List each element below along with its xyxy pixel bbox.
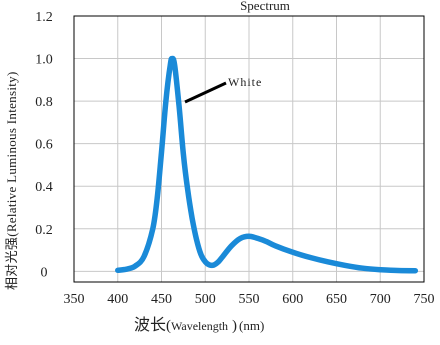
x-axis-label-main: 波长 — [134, 316, 166, 334]
x-tick-label: 350 — [64, 292, 85, 307]
series-line-white — [115, 55, 419, 274]
x-tick-label: 750 — [414, 292, 435, 307]
x-axis-label-open: ( — [166, 318, 171, 334]
series-layer — [115, 55, 419, 274]
y-tick-label: 1.2 — [35, 10, 53, 25]
y-tick-label: 0.6 — [35, 138, 53, 153]
annotation-label: White — [228, 75, 262, 89]
y-tick-label: 0.2 — [35, 223, 53, 238]
y-tick-label: 0.8 — [35, 95, 53, 110]
x-axis-ticks: 350 400 450 500 550 600 650 700 750 — [64, 292, 435, 307]
x-tick-label: 400 — [107, 292, 128, 307]
x-tick-label: 700 — [370, 292, 391, 307]
grid-lines — [74, 16, 424, 282]
x-tick-label: 550 — [239, 292, 260, 307]
annotation-leader — [184, 81, 227, 104]
y-tick-label: 1.0 — [35, 53, 53, 68]
x-tick-label: 650 — [326, 292, 347, 307]
chart-title: Spectrum — [240, 0, 290, 13]
x-tick-label: 500 — [195, 292, 216, 307]
x-axis-label-unit: Wavelength — [171, 319, 228, 333]
y-axis-ticks: 0 0.2 0.4 0.6 0.8 1.0 1.2 — [35, 10, 53, 280]
plot-frame — [73, 15, 425, 283]
x-axis-label-nm: (nm) — [239, 318, 264, 333]
y-tick-label: 0 — [41, 265, 48, 280]
y-axis-label: 相对光强(Relative Luminous Intensity) — [4, 71, 19, 290]
x-axis-label-close: ) — [232, 318, 237, 334]
y-tick-label: 0.4 — [35, 180, 53, 195]
x-tick-label: 450 — [151, 292, 172, 307]
x-tick-label: 600 — [282, 292, 303, 307]
x-axis-label: 波长(Wavelength) (nm) — [134, 316, 264, 334]
